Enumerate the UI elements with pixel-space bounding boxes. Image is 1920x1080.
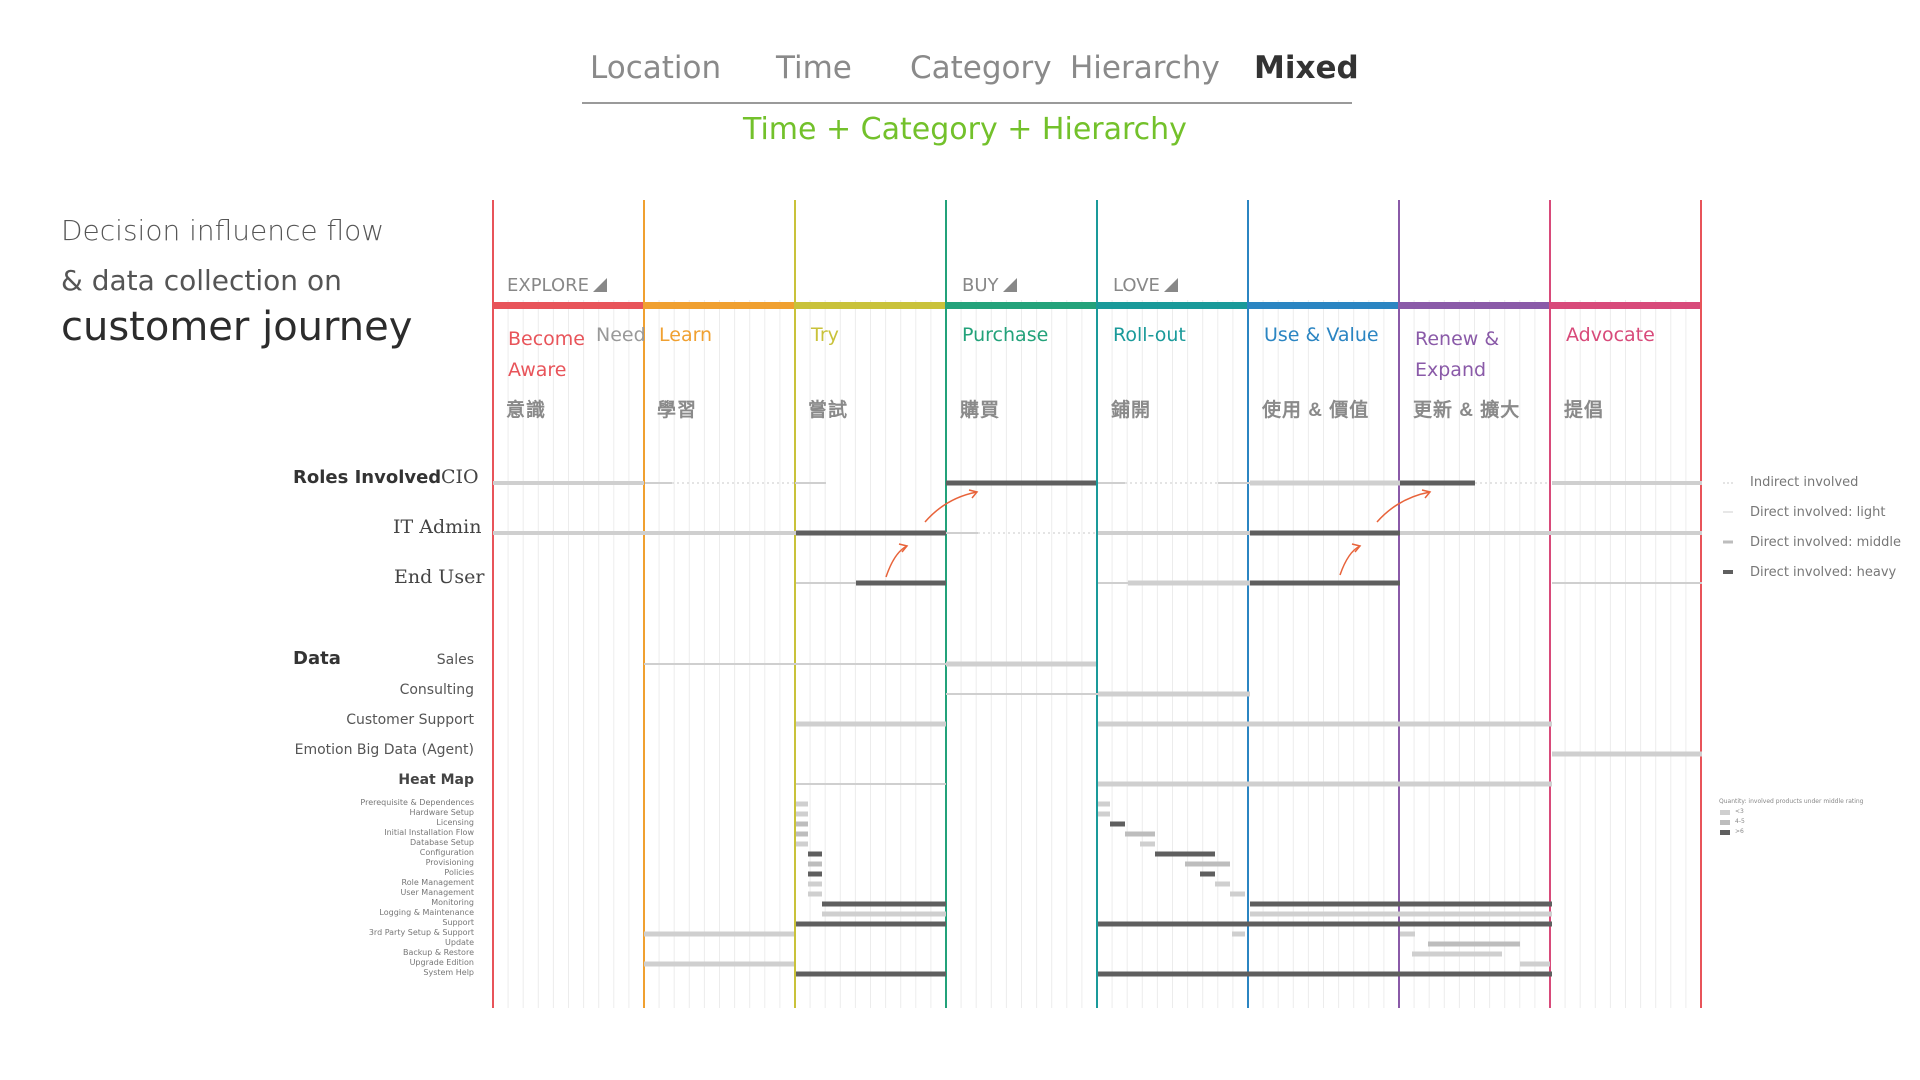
data-heading: Data: [293, 648, 341, 669]
page-title: customer journey: [61, 304, 413, 350]
stage-become-aware: Become Aware: [508, 328, 585, 381]
heatmap-label: Policies: [444, 868, 474, 877]
phase-explore: EXPLORE: [507, 275, 607, 296]
heatmap-heading: Heat Map: [398, 772, 474, 788]
tab-mixed[interactable]: Mixed: [1254, 50, 1359, 86]
tab-time[interactable]: Time: [776, 50, 852, 86]
arrow-head-icon: [1421, 489, 1432, 499]
heatmap-label: Monitoring: [431, 898, 474, 907]
legend-heavy: Direct involved: heavy: [1750, 565, 1897, 580]
stage-cjk-learn: 學習: [657, 400, 698, 421]
legend-quantity-mark: [1720, 820, 1730, 825]
arrow-head-icon: [898, 543, 909, 553]
tab-category[interactable]: Category: [910, 50, 1052, 86]
stage-color-bar: [946, 302, 1097, 309]
stage-cjk-aware: 意識: [506, 400, 547, 421]
stage-learn: Learn: [659, 324, 713, 346]
stage-color-bar: [1097, 302, 1248, 309]
stage-color-bar: [1248, 302, 1399, 309]
heatmap-label: Database Setup: [410, 838, 474, 847]
data-sales: Sales: [436, 652, 474, 668]
influence-arrow: [885, 545, 908, 578]
stage-cjk-rollout: 鋪開: [1111, 400, 1152, 421]
role-end-user: End User: [394, 566, 485, 588]
arrow-head-icon: [1351, 543, 1362, 553]
roles-heading: Roles Involved: [293, 467, 442, 488]
tab-hierarchy[interactable]: Hierarchy: [1070, 50, 1220, 86]
stage-color-bar: [795, 302, 946, 309]
legend-middle: Direct involved: middle: [1750, 535, 1902, 550]
stage-cjk-use: 使用 & 價值: [1262, 400, 1370, 421]
stage-roll-out: Roll-out: [1113, 324, 1186, 346]
stage-try: Try: [811, 324, 839, 346]
heatmap-label: User Management: [400, 888, 474, 897]
heatmap-label: Configuration: [419, 848, 474, 857]
data-consulting: Consulting: [399, 682, 474, 698]
heatmap-label: Upgrade Edition: [409, 958, 474, 967]
legend-quantity-gt6: >6: [1735, 828, 1744, 835]
legend-indirect: Indirect involved: [1750, 475, 1859, 490]
stage-cjk-advocate: 提倡: [1564, 400, 1605, 421]
heatmap-label: 3rd Party Setup & Support: [368, 928, 474, 937]
heatmap-label: Licensing: [436, 818, 474, 827]
title-line-2: & data collection on: [61, 264, 342, 297]
arrow-head-icon: [968, 489, 979, 499]
stage-cjk-purchase: 購買: [960, 400, 1001, 421]
tab-location[interactable]: Location: [590, 50, 722, 86]
legend-quantity-4-5: 4-5: [1735, 818, 1745, 825]
stage-color-bar: [644, 302, 795, 309]
legend-light: Direct involved: light: [1750, 505, 1886, 520]
legend-quantity-mark: [1720, 810, 1730, 815]
stage-color-bar: [1399, 302, 1550, 309]
stage-advocate: Advocate: [1566, 324, 1655, 346]
heatmap-label: Update: [445, 938, 474, 947]
view-subtitle: Time + Category + Hierarchy: [743, 112, 1187, 147]
stage-cjk-renew: 更新 & 擴大: [1413, 400, 1521, 421]
stage-need: Need: [596, 324, 646, 346]
influence-arrow: [1339, 545, 1361, 576]
legend-quantity-lt3: <3: [1735, 808, 1744, 815]
title-line-1: Decision influence flow: [61, 214, 385, 247]
phase-triangle-icon: [1002, 278, 1017, 292]
phase-buy: BUY: [962, 275, 1017, 296]
stage-purchase: Purchase: [962, 324, 1049, 346]
phase-triangle-icon: [593, 278, 607, 292]
heatmap-label: Prerequisite & Dependences: [360, 798, 474, 807]
phase-love: LOVE: [1113, 275, 1178, 296]
stage-color-bar: [493, 302, 644, 309]
stage-use-value: Use & Value: [1264, 324, 1379, 346]
heatmap-label: Backup & Restore: [402, 948, 474, 957]
stage-cjk-try: 嘗試: [808, 400, 849, 421]
view-tabs: Location Time Category Hierarchy Mixed: [582, 48, 1359, 104]
heatmap-label: System Help: [423, 968, 474, 977]
data-emotion-big-data: Emotion Big Data (Agent): [294, 742, 474, 758]
stage-color-bar: [1550, 302, 1701, 309]
phase-triangle-icon: [1163, 278, 1178, 292]
heatmap-label: Logging & Maintenance: [379, 908, 474, 917]
legend-quantity-mark: [1720, 830, 1730, 835]
heatmap-label: Provisioning: [425, 858, 474, 867]
stage-renew-expand: Renew & Expand: [1415, 328, 1500, 381]
role-cio: CIO: [441, 466, 479, 488]
heatmap-label: Role Management: [401, 878, 474, 887]
heatmap-label: Initial Installation Flow: [384, 828, 474, 837]
data-customer-support: Customer Support: [346, 712, 474, 728]
role-it-admin: IT Admin: [393, 516, 482, 538]
heatmap-label: Support: [442, 918, 474, 927]
influence-arrow: [924, 491, 978, 523]
legend-quantity-title: Quantity: involved products under middle…: [1719, 798, 1864, 805]
heatmap-label: Hardware Setup: [409, 808, 474, 817]
influence-arrow: [1376, 491, 1431, 523]
